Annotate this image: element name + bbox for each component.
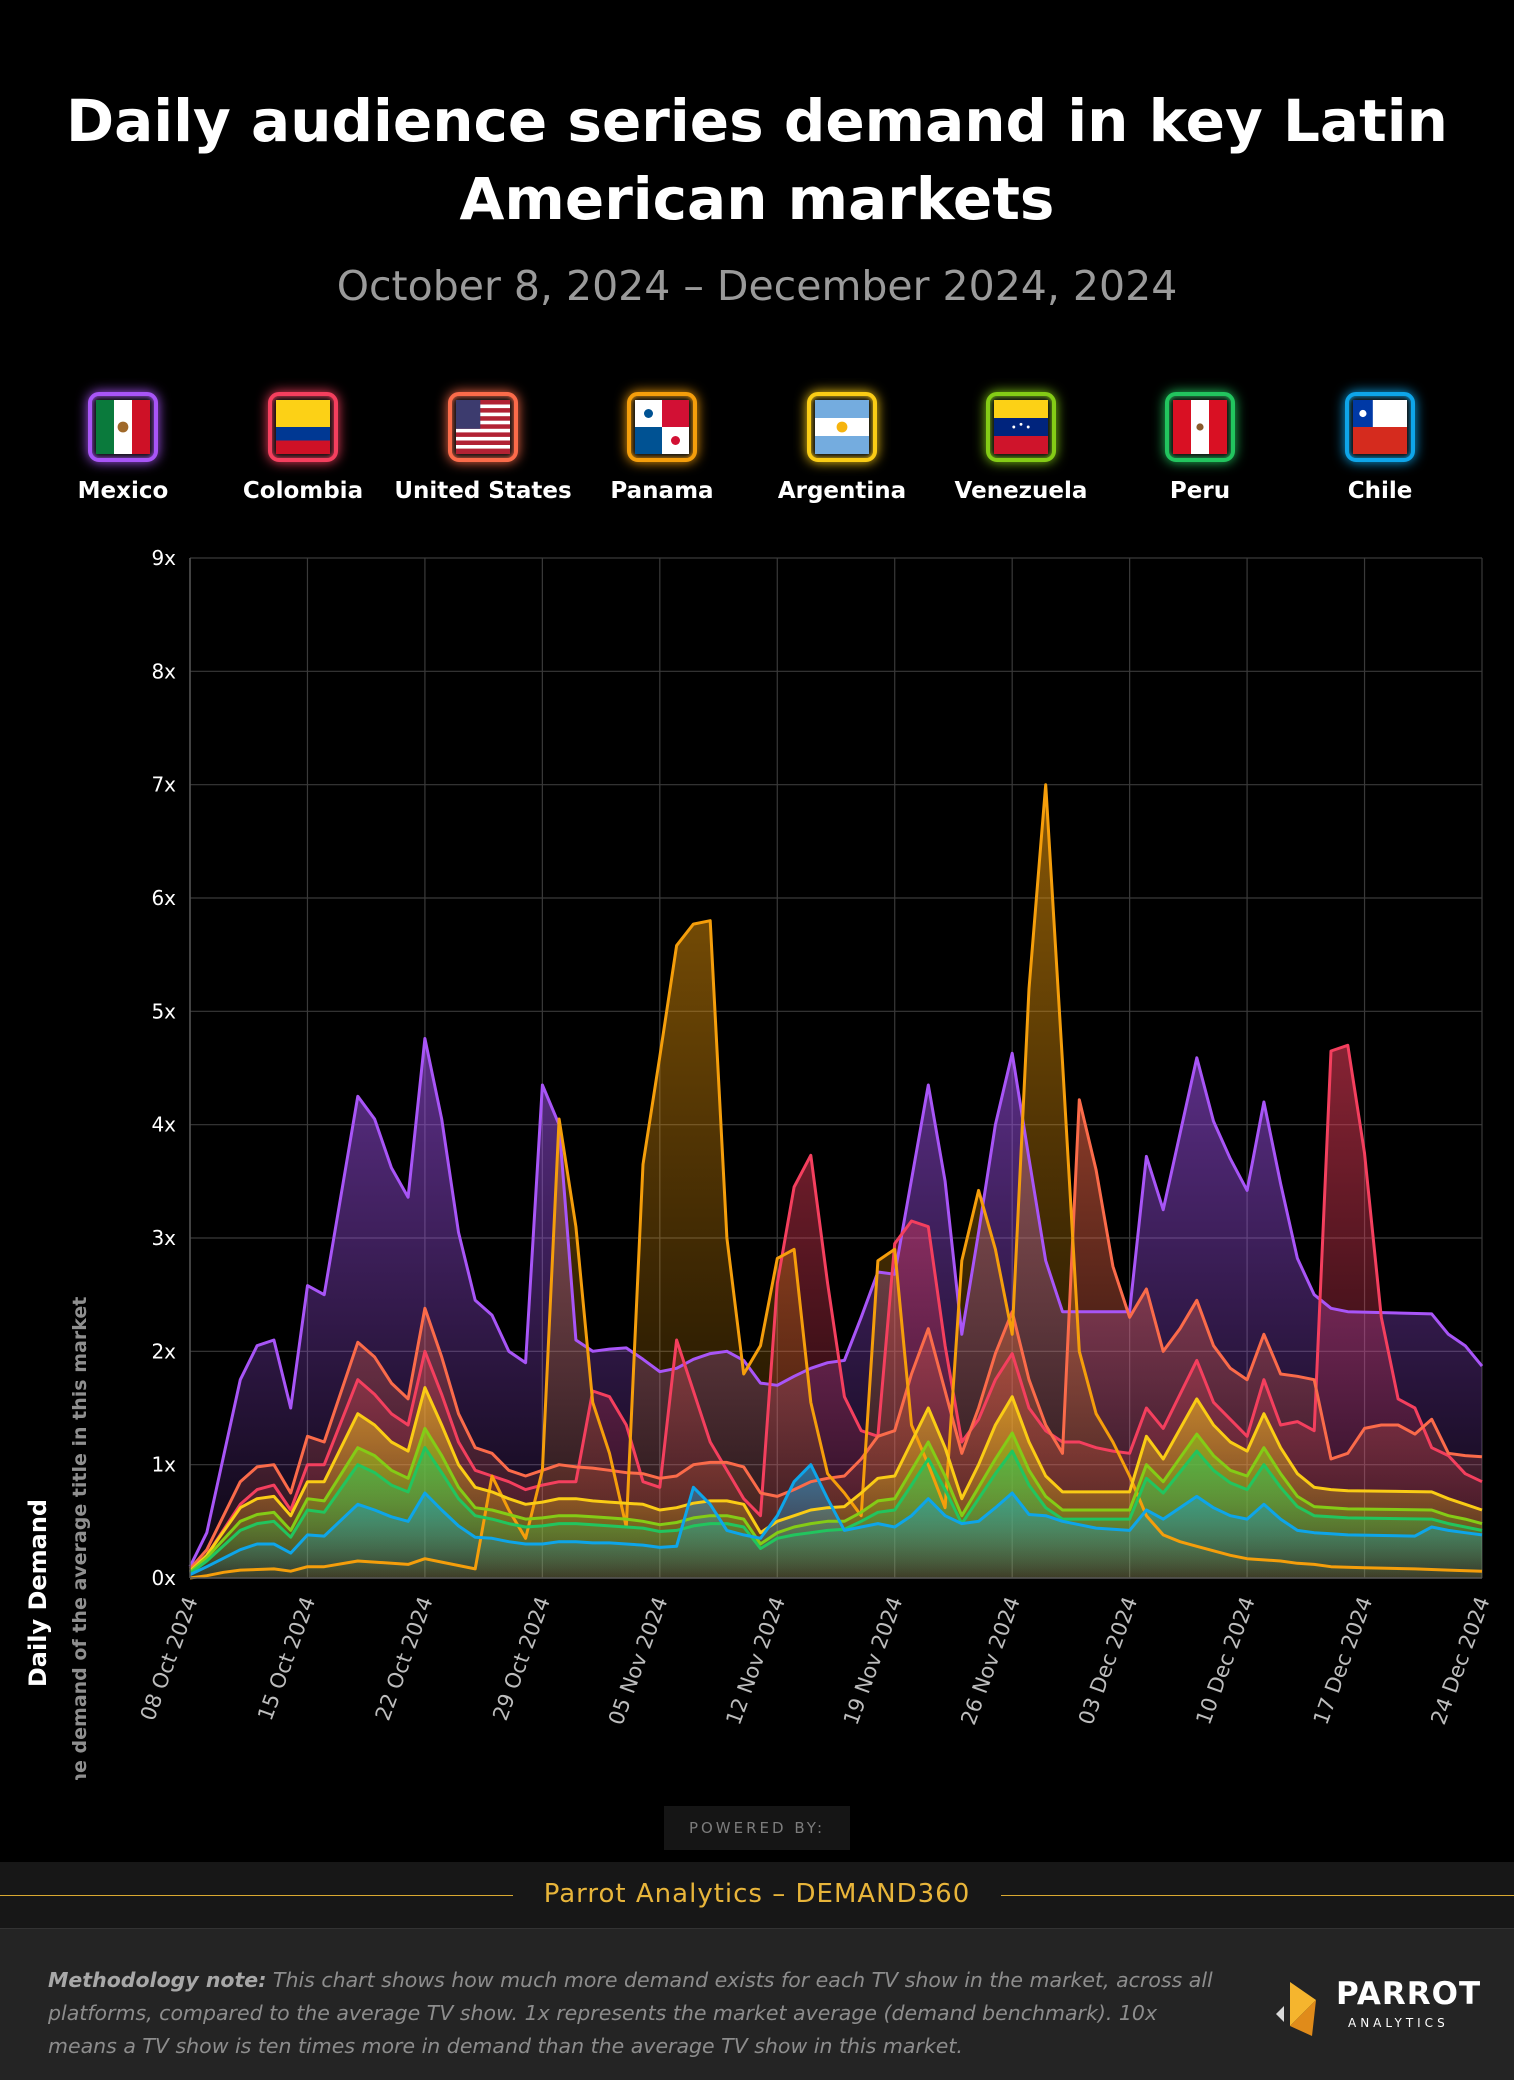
x-tick-label: 12 Nov 2024 — [721, 1594, 790, 1729]
legend-item-mexico: Mexico — [33, 392, 213, 504]
y-tick-label: 6x — [151, 886, 176, 910]
series-line-chile — [189, 1463, 1483, 1576]
demand-area-chart: 0x 1x 2x 3x 4x 5x 6x 7x 8x 9x 08 Oct 2024 15 Oct 20… — [24, 546, 1495, 1780]
y-tick-label: 3x — [151, 1226, 176, 1250]
x-tick-label: 26 Nov 2024 — [956, 1594, 1025, 1729]
legend-label: Argentina — [777, 478, 907, 504]
series-line-argentina — [188, 1386, 1483, 1573]
brand-line-right — [1001, 1895, 1514, 1896]
flag-colombia-icon — [268, 392, 338, 462]
x-tick-label: 15 Oct 2024 — [253, 1594, 320, 1724]
x-tick-label: 19 Nov 2024 — [839, 1594, 908, 1729]
legend-label: Venezuela — [954, 478, 1088, 504]
y-tick-label: 0x — [151, 1566, 176, 1590]
chart-subtitle: October 8, 2024 – December 2024, 2024 — [336, 262, 1178, 310]
flag-argentina-icon — [807, 392, 877, 462]
flag-chile-icon — [1345, 392, 1415, 462]
y-tick-label: 9x — [151, 546, 176, 570]
x-tick-label: 22 Oct 2024 — [371, 1594, 438, 1724]
legend-label: Panama — [610, 478, 714, 504]
series-line-venezuela — [189, 1426, 1483, 1574]
footer: Parrot Analytics – DEMAND360 Methodology… — [0, 1862, 1514, 2080]
methodology-text: This chart shows how much more demand ex… — [48, 1968, 1213, 2058]
parrot-logo: PARROT ANALYTICS — [1272, 1974, 1480, 2044]
flag-peru-icon — [1165, 392, 1235, 462]
x-tick-label: 08 Oct 2024 — [136, 1594, 203, 1724]
series-line-peru — [189, 1446, 1483, 1575]
methodology-note: Methodology note: This chart shows how m… — [48, 1964, 1228, 2063]
legend-label: Colombia — [242, 478, 364, 504]
logo-sub: ANALYTICS — [1348, 2016, 1449, 2030]
powered-by-label: POWERED BY: — [664, 1806, 850, 1850]
flag-panama-icon — [627, 392, 697, 462]
brand-title: Parrot Analytics – DEMAND360 — [543, 1879, 971, 1909]
x-tick-label: 24 Dec 2024 — [1426, 1594, 1494, 1728]
flag-mexico-icon — [88, 392, 158, 462]
y-tick-label: 2x — [151, 1339, 176, 1363]
y-axis-label: Daily Demand — [24, 1499, 52, 1687]
brand-bar: Parrot Analytics – DEMAND360 — [0, 1862, 1514, 1929]
x-tick-label: 03 Dec 2024 — [1074, 1594, 1142, 1728]
y-tick-label: 7x — [151, 773, 176, 797]
legend-item-peru: Peru — [1110, 392, 1290, 504]
legend-label: United States — [394, 478, 572, 504]
brand-line-left — [0, 1895, 513, 1896]
x-tick-label: 29 Oct 2024 — [488, 1594, 555, 1724]
series-lines — [188, 783, 1484, 1580]
legend-label: Mexico — [77, 478, 169, 504]
y-tick-label: 1x — [151, 1453, 176, 1477]
series-line-united-states — [188, 1098, 1483, 1570]
legend-item-colombia: Colombia — [213, 392, 393, 504]
y-tick-label: 5x — [151, 999, 176, 1023]
legend-label: Chile — [1347, 478, 1413, 504]
x-tick-label: 17 Dec 2024 — [1309, 1594, 1377, 1728]
flag-united-states-icon — [448, 392, 518, 462]
logo-name: PARROT — [1336, 1976, 1482, 2012]
series-line-panama — [189, 783, 1483, 1580]
x-tick-label: 10 Dec 2024 — [1191, 1594, 1259, 1728]
parrot-bird-icon — [1276, 1982, 1316, 2036]
legend-item-chile: Chile — [1290, 392, 1470, 504]
chart-title: Daily audience series demand in key Lati… — [66, 87, 1448, 233]
legend-item-argentina: Argentina — [752, 392, 932, 504]
methodology-label: Methodology note: — [48, 1968, 267, 1992]
y-tick-label: 4x — [151, 1113, 176, 1137]
legend-item-venezuela: Venezuela — [931, 392, 1111, 504]
legend: Mexico Colombia United States Panama Arg… — [0, 392, 1514, 532]
series-line-mexico — [188, 1037, 1484, 1568]
x-tick-label: 05 Nov 2024 — [604, 1594, 673, 1729]
legend-item-panama: Panama — [572, 392, 752, 504]
legend-label: Peru — [1169, 478, 1231, 504]
y-axis-sublabel: (x times the demand of the average title… — [69, 1297, 91, 1780]
legend-item-united-states: United States — [393, 392, 573, 504]
y-tick-label: 8x — [151, 659, 176, 683]
flag-venezuela-icon — [986, 392, 1056, 462]
series-line-colombia — [188, 1043, 1483, 1574]
